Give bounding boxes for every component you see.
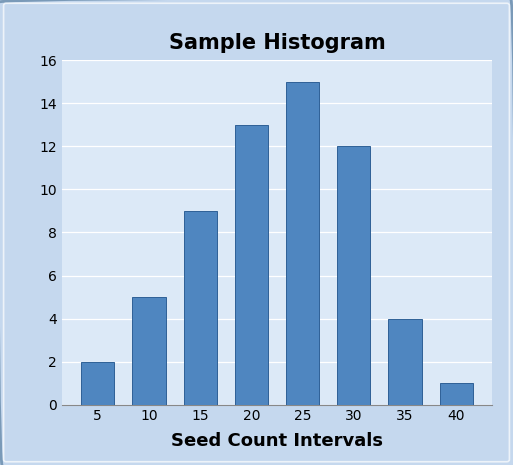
Bar	[440, 383, 473, 405]
Bar	[235, 125, 268, 405]
Bar	[337, 146, 370, 405]
Bar	[286, 82, 319, 405]
Title: Sample Histogram: Sample Histogram	[169, 33, 385, 53]
Bar	[388, 319, 422, 405]
Bar	[81, 362, 114, 405]
Bar	[184, 211, 217, 405]
Bar	[132, 297, 166, 405]
X-axis label: Seed Count Intervals: Seed Count Intervals	[171, 432, 383, 450]
